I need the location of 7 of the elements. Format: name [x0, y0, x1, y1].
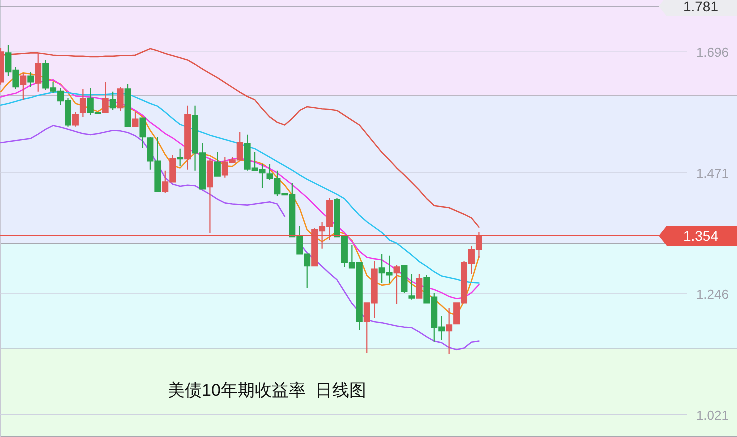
y-tick-label: 1.696 [696, 45, 729, 60]
y-tick-label: 1.021 [696, 408, 729, 423]
y-tick-label: 1.246 [696, 287, 729, 302]
title: 美债10年期收益率 日线图 [168, 381, 366, 400]
y-tick-label: 1.471 [696, 166, 729, 182]
ref-line-label: 1.781 [683, 0, 719, 14]
ref-line-label: 1.354 [683, 228, 719, 244]
